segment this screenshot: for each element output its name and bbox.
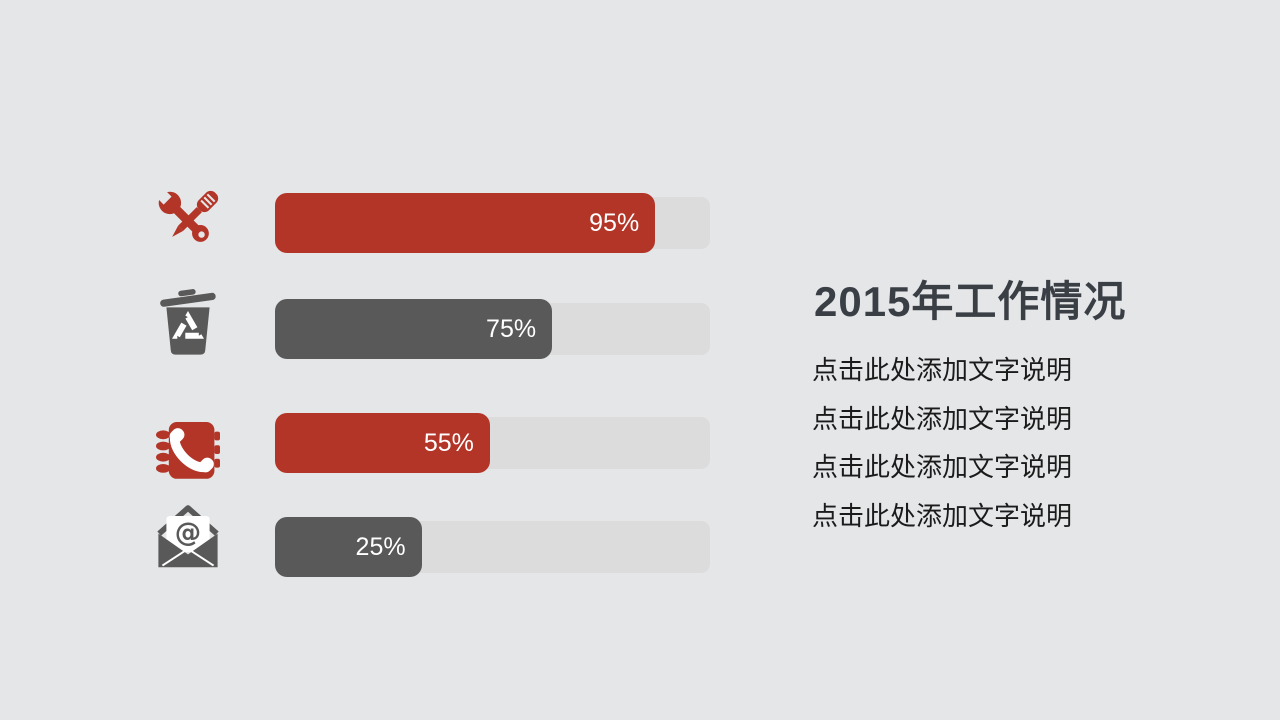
email-icon: @ (148, 496, 228, 576)
chart-row: 55% (148, 413, 710, 479)
bar-value-label: 25% (355, 532, 406, 561)
description-line: 点击此处添加文字说明 (812, 500, 1073, 531)
bar-fill: 25% (275, 517, 422, 577)
chart-row: @ 25% (148, 505, 710, 577)
chart-row: 75% (148, 289, 710, 359)
page-title: 2015年工作情况 (814, 278, 1127, 325)
description-line: 点击此处添加文字说明 (812, 452, 1073, 482)
bar-value-label: 75% (486, 314, 537, 343)
phonebook-icon (148, 410, 228, 490)
progress-bar: 25% (275, 517, 710, 577)
bar-fill: 55% (275, 413, 490, 473)
bar-fill: 75% (275, 299, 553, 359)
description-lines: 点击此处添加文字说明 点击此处添加文字说明 点击此处添加文字说明 点击此处添加文… (812, 346, 1072, 540)
description-line: 点击此处添加文字说明 (812, 355, 1073, 385)
chart-row: 95% (148, 187, 710, 253)
bar-value-label: 95% (589, 208, 640, 237)
recycle-bin-icon (148, 281, 228, 361)
bar-fill: 95% (275, 193, 656, 253)
description-line: 点击此处添加文字说明 (812, 403, 1073, 434)
bar-value-label: 55% (423, 428, 474, 457)
progress-bar: 75% (275, 299, 710, 359)
progress-bar: 55% (275, 413, 710, 473)
progress-bar: 95% (275, 193, 710, 253)
svg-text:@: @ (175, 518, 201, 549)
tools-icon (148, 181, 228, 261)
